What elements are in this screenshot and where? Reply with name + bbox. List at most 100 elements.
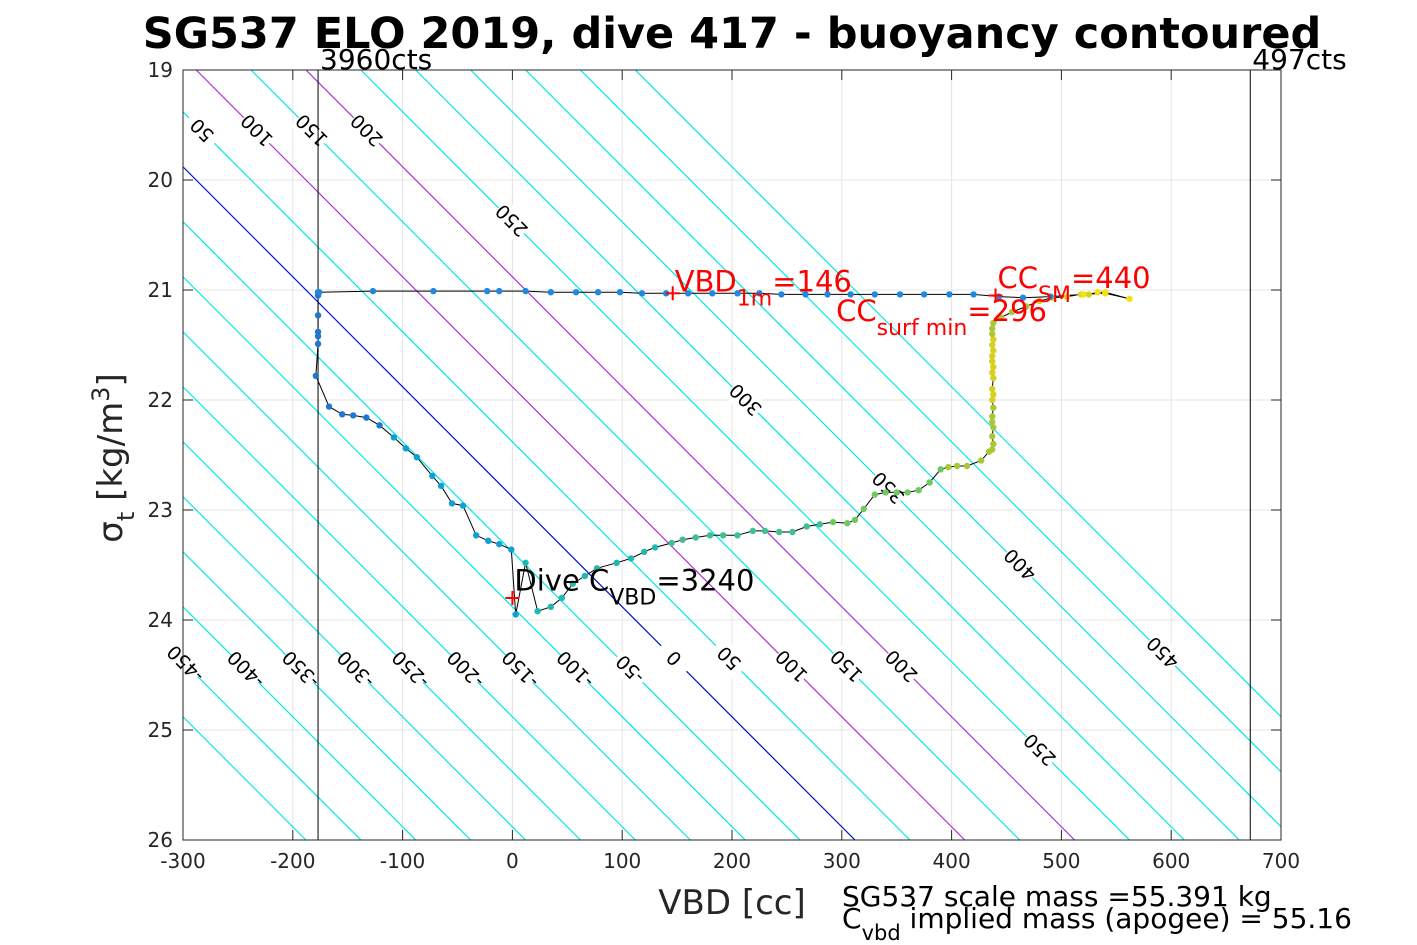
annotation-sub: 1m <box>737 286 772 311</box>
data-point <box>990 363 997 371</box>
data-point <box>349 412 357 419</box>
contour-label-bg <box>163 642 207 686</box>
contour-label-bg <box>180 109 223 152</box>
data-point <box>547 289 555 296</box>
data-point <box>953 462 961 470</box>
data-point <box>776 528 783 536</box>
data-point <box>829 518 837 526</box>
contour-line <box>634 70 1281 718</box>
data-point <box>679 536 686 543</box>
data-point <box>989 369 996 376</box>
annotation-ccsurf: CCsurf min=296 <box>836 294 1047 341</box>
contour-label-bg <box>1018 728 1061 772</box>
data-point <box>534 608 541 615</box>
data-point <box>508 546 515 553</box>
data-point <box>871 491 878 498</box>
contour-line <box>183 165 856 840</box>
y-tick-label: 22 <box>148 388 173 412</box>
contour-line <box>183 660 362 840</box>
annotation-tail: =440 <box>1071 261 1151 295</box>
contour-line <box>183 550 472 840</box>
data-point <box>613 559 620 566</box>
data-point <box>926 479 933 486</box>
vbd-limit-label: 3960cts <box>320 43 432 76</box>
y-tick-label: 19 <box>148 58 173 82</box>
data-point <box>312 372 320 379</box>
contour-label-bg <box>824 644 868 688</box>
contour-label-bg <box>345 109 388 152</box>
data-point <box>437 482 445 489</box>
data-point <box>339 411 346 418</box>
annotation-sub: surf min <box>877 316 968 341</box>
contour-label-bg <box>998 543 1041 587</box>
data-point <box>684 290 692 297</box>
data-point <box>314 328 322 335</box>
data-point <box>990 374 997 382</box>
data-point <box>1063 293 1071 300</box>
contour-line <box>183 440 581 840</box>
data-point <box>937 466 944 473</box>
data-point <box>572 289 580 296</box>
dive-series <box>312 287 1133 618</box>
contour-label-bg <box>279 648 322 691</box>
contour-line <box>580 70 1281 773</box>
data-point <box>896 291 904 298</box>
annotation-divec: Dive CVBD=3240 <box>514 564 754 611</box>
data-point <box>638 290 646 297</box>
y-tick-label: 20 <box>148 168 173 192</box>
annotation-base: CC <box>998 261 1039 295</box>
data-point <box>989 433 996 440</box>
y-label-sub: t <box>112 512 140 521</box>
markers <box>505 286 1003 605</box>
chart-title: SG537 ELO 2019, dive 417 - buoyancy cont… <box>143 9 1322 59</box>
x-tick-label: 300 <box>823 849 861 873</box>
data-point <box>989 418 996 426</box>
annotation-vbd1m: VBD1m=146 <box>675 264 852 311</box>
y-label-unit-close: ] <box>91 373 131 386</box>
data-point <box>325 403 333 410</box>
footer-mass-line: SG537 scale mass =55.391 kg <box>842 880 1272 913</box>
contour-label-bg <box>723 378 767 422</box>
annotation-base: Dive C <box>514 564 609 598</box>
contour-label-bg <box>707 637 750 680</box>
annotation-tail: =146 <box>772 264 852 298</box>
data-point <box>789 528 796 536</box>
x-tick-label: 600 <box>1152 849 1190 873</box>
x-tick-label: -200 <box>270 849 315 873</box>
data-point <box>844 520 851 527</box>
contour-label-bg <box>608 648 652 691</box>
data-point <box>734 290 741 297</box>
data-point <box>915 487 922 494</box>
contour-line <box>470 70 1240 840</box>
data-point <box>802 291 809 298</box>
data-point <box>709 290 716 297</box>
data-point <box>376 422 383 429</box>
data-point <box>720 532 727 539</box>
contour-label-bg <box>1141 631 1184 675</box>
data-point <box>651 544 659 551</box>
data-point <box>402 445 410 452</box>
data-point <box>430 287 437 295</box>
data-point <box>1023 303 1030 310</box>
data-point <box>314 340 322 348</box>
y-tick-label: 21 <box>148 278 173 302</box>
contour-label-bg <box>389 648 432 691</box>
contour-line <box>525 70 1281 828</box>
data-point <box>997 314 1005 321</box>
annotation-ccsm: CCSM=440 <box>998 261 1151 308</box>
data-point <box>390 434 398 441</box>
contour-line <box>183 110 911 840</box>
footer-cvbd-sub: vbd <box>862 921 901 945</box>
contour-label-bg <box>866 466 910 510</box>
y-tick-label: 25 <box>148 718 173 742</box>
contour-label-bg <box>235 109 278 152</box>
data-point <box>990 440 997 448</box>
data-point <box>1008 308 1016 316</box>
data-point <box>1102 290 1109 297</box>
contour-label-bg <box>553 648 597 691</box>
data-point <box>485 537 492 544</box>
data-point <box>749 527 757 535</box>
data-point <box>989 413 996 420</box>
data-point <box>945 463 952 471</box>
